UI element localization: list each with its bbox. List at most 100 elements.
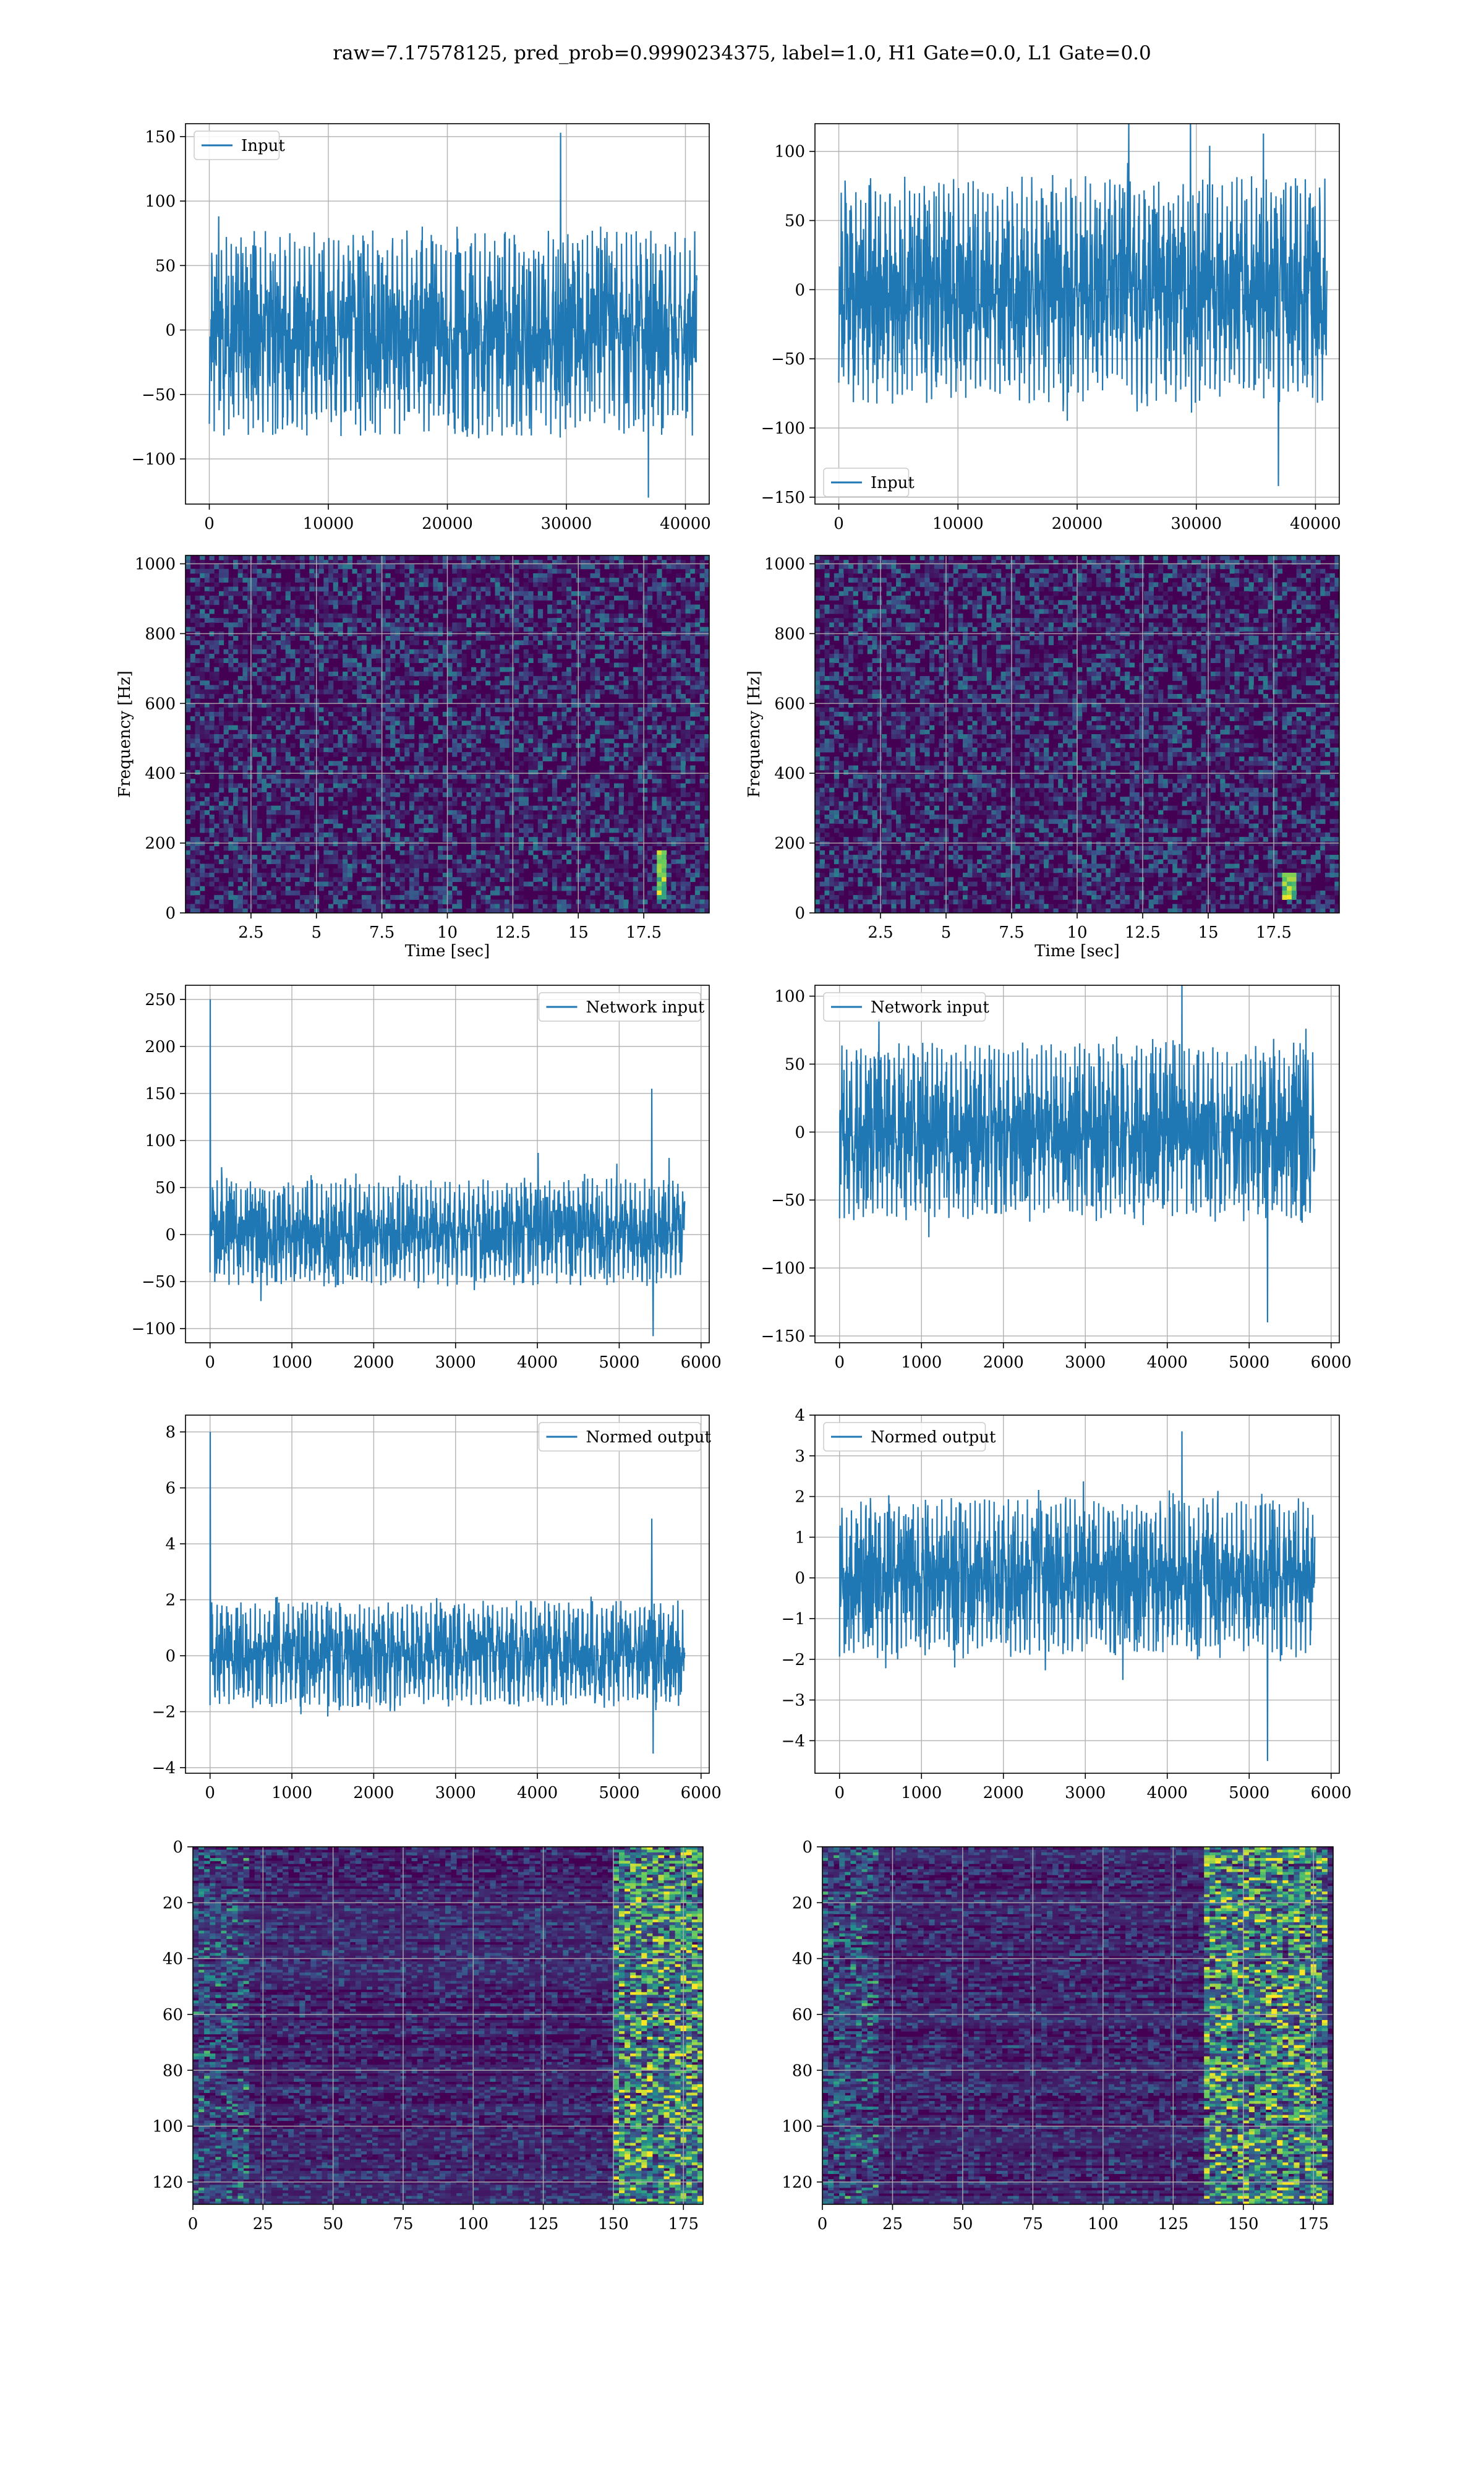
x-tick-label: 2000: [983, 1784, 1024, 1802]
x-tick-label: 150: [1228, 2215, 1259, 2233]
x-tick-label: 17.5: [1256, 923, 1292, 942]
y-tick-label: 800: [145, 625, 176, 643]
x-tick-label: 5: [941, 923, 952, 942]
y-tick-label: −50: [142, 1273, 176, 1291]
y-tick-label: 50: [785, 212, 805, 231]
x-tick-label: 25: [882, 2215, 903, 2233]
y-tick-label: 100: [145, 192, 176, 211]
x-tick-label: 30000: [541, 515, 592, 533]
heatmap-cells: [822, 1847, 1333, 2204]
series-line: [838, 1431, 1316, 1761]
y-axis-label: Frequency [Hz]: [745, 670, 764, 798]
y-tick-label: 0: [802, 1838, 812, 1857]
legend-label: Network input: [871, 998, 989, 1017]
x-tick-label: 6000: [681, 1353, 722, 1372]
x-tick-label: 3000: [435, 1784, 476, 1802]
x-tick-label: 1000: [271, 1784, 312, 1802]
y-tick-label: 60: [792, 2006, 812, 2024]
axes-frame: [185, 985, 710, 1343]
y-tick-label: 40: [163, 1950, 183, 1969]
x-axis-label: Time [sec]: [405, 942, 490, 961]
y-tick-label: 20: [163, 1894, 183, 1912]
chart-input-h1: 0 10000 20000 30000 40000 −100 −50 0 50 100 150 Inp…: [132, 123, 711, 533]
y-tick-label: 0: [173, 1838, 183, 1857]
x-tick-label: 5000: [599, 1784, 639, 1802]
x-tick-label: 10000: [932, 515, 984, 533]
y-tick-label: 200: [774, 834, 805, 853]
y-tick-label: 40: [792, 1950, 812, 1969]
x-tick-label: 6000: [1311, 1353, 1352, 1372]
y-tick-label: 100: [774, 143, 805, 161]
y-tick-label: 6: [165, 1479, 176, 1498]
x-tick-label: 4000: [517, 1353, 558, 1372]
x-tick-label: 3000: [435, 1353, 476, 1372]
y-tick-label: 0: [795, 281, 805, 299]
y-tick-label: 0: [165, 904, 176, 923]
x-tick-label: 1000: [901, 1353, 942, 1372]
y-tick-label: −100: [132, 1320, 176, 1338]
y-tick-label: 100: [152, 2118, 183, 2136]
y-tick-label: 120: [782, 2173, 812, 2192]
y-tick-label: −150: [761, 489, 805, 507]
chart-net-l1: 0 1000 2000 3000 4000 5000 6000 −150 −100 −50 0 50 1…: [761, 985, 1352, 1372]
x-tick-label: 12.5: [495, 923, 531, 942]
y-tick-label: 400: [145, 764, 176, 783]
y-tick-label: −2: [152, 1703, 176, 1721]
x-tick-label: 75: [393, 2215, 413, 2233]
x-tick-label: 0: [204, 515, 215, 533]
y-tick-label: 120: [152, 2173, 183, 2192]
y-tick-label: 400: [774, 764, 805, 783]
y-tick-label: 2: [165, 1591, 176, 1610]
x-tick-label: 7.5: [999, 923, 1024, 942]
series-line: [838, 124, 1328, 486]
legend: Normed output: [538, 1422, 712, 1452]
chart-spec-h1: 2.5 5 7.5 10 12.5 15 17.5 0 200 400 600 800 1000 Time…: [116, 555, 710, 961]
y-tick-label: 50: [155, 257, 176, 275]
y-tick-label: −150: [761, 1327, 805, 1346]
y-tick-label: 150: [145, 1085, 176, 1103]
series-line: [209, 999, 686, 1337]
y-tick-label: 600: [774, 695, 805, 713]
y-tick-label: 0: [165, 322, 176, 340]
axes-frame: [814, 985, 1340, 1343]
y-tick-label: 150: [145, 128, 176, 147]
x-tick-label: 10000: [303, 515, 354, 533]
y-tick-label: −100: [132, 450, 176, 469]
x-tick-label: 2000: [983, 1353, 1024, 1372]
y-tick-label: −2: [782, 1651, 805, 1669]
y-tick-label: −100: [761, 1259, 805, 1278]
y-tick-label: 600: [145, 695, 176, 713]
x-tick-label: 100: [458, 2215, 488, 2233]
legend-label: Network input: [586, 998, 705, 1017]
legend: Input: [823, 468, 915, 497]
chart-act-h1: 0 25 50 75 100 125 150 175 0 20 40 60 80 100 120: [152, 1838, 704, 2233]
chart-input-l1: 0 10000 20000 30000 40000 −150 −100 −50 0 50 100 In…: [761, 123, 1341, 533]
y-tick-label: −50: [771, 350, 805, 369]
axes-frame: [822, 1846, 1334, 2205]
x-tick-label: 12.5: [1125, 923, 1161, 942]
x-tick-label: 75: [1023, 2215, 1043, 2233]
axes-frame: [814, 1415, 1340, 1774]
y-tick-label: 4: [795, 1406, 805, 1425]
x-tick-label: 125: [1158, 2215, 1188, 2233]
x-tick-label: 2000: [353, 1784, 394, 1802]
x-tick-label: 7.5: [369, 923, 394, 942]
chart-norm-h1: 0 1000 2000 3000 4000 5000 6000 −4 −2 0 2 4 6 8 Normed…: [152, 1415, 722, 1802]
x-tick-label: 150: [598, 2215, 629, 2233]
y-tick-label: 200: [145, 1038, 176, 1056]
series-line: [838, 985, 1316, 1323]
y-tick-label: 80: [792, 2061, 812, 2080]
x-tick-label: 0: [817, 2215, 828, 2233]
legend-label: Normed output: [871, 1428, 996, 1447]
y-tick-label: 1: [795, 1528, 805, 1547]
x-tick-label: 10: [1067, 923, 1087, 942]
x-tick-label: 40000: [660, 515, 711, 533]
y-tick-label: 8: [165, 1423, 176, 1442]
y-tick-label: 4: [165, 1535, 176, 1554]
y-tick-label: −4: [152, 1759, 176, 1778]
x-tick-label: 10: [437, 923, 458, 942]
x-tick-label: 5: [311, 923, 322, 942]
x-tick-label: 17.5: [626, 923, 662, 942]
y-tick-label: 800: [774, 625, 805, 643]
